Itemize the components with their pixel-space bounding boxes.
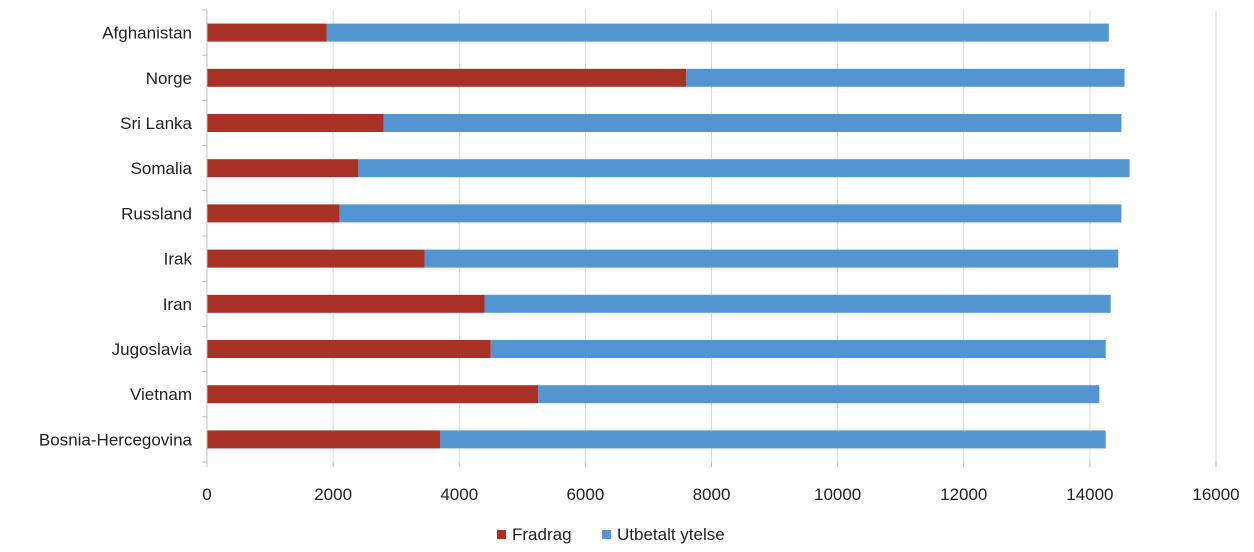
- legend-label-utbetalt-ytelse: Utbetalt ytelse: [617, 525, 725, 544]
- bar-fradrag-sri-lanka: [207, 114, 384, 132]
- bar-utbetalt-ytelse-afghanistan: [326, 23, 1109, 42]
- bar-utbetalt-ytelse-russland: [339, 204, 1122, 223]
- x-tick-label: 4000: [440, 485, 478, 504]
- category-label: Bosnia-Hercegovina: [39, 430, 193, 449]
- legend-label-fradrag: Fradrag: [512, 525, 572, 544]
- bar-utbetalt-ytelse-sri-lanka: [383, 114, 1122, 132]
- axes: [202, 9, 1217, 467]
- bar-fradrag-irak: [207, 249, 425, 268]
- bar-fradrag-vietnam: [207, 385, 539, 404]
- x-tick-label: 12000: [940, 485, 987, 504]
- category-labels: Afghanistan Norge Sri Lanka Somalia Russland…: [39, 24, 193, 450]
- bar-utbetalt-ytelse-bosnia-hercegovina: [440, 430, 1106, 449]
- category-label: Vietnam: [130, 385, 192, 404]
- bar-fradrag-iran: [207, 294, 485, 313]
- bar-fradrag-norge: [207, 68, 687, 87]
- x-tick-label: 2000: [314, 485, 352, 504]
- x-tick-label: 6000: [566, 485, 604, 504]
- x-tick-label: 16000: [1192, 485, 1239, 504]
- category-label: Sri Lanka: [120, 114, 192, 133]
- category-label: Somalia: [131, 159, 193, 178]
- x-tick-label: 0: [202, 485, 211, 504]
- bar-utbetalt-ytelse-vietnam: [538, 385, 1100, 404]
- category-label: Afghanistan: [102, 24, 192, 43]
- legend-swatch-fradrag: [497, 530, 506, 539]
- x-tick-label: 10000: [814, 485, 861, 504]
- x-tick-label: 14000: [1066, 485, 1113, 504]
- legend-swatch-utbetalt-ytelse: [602, 530, 611, 539]
- bar-utbetalt-ytelse-somalia: [358, 159, 1130, 178]
- bar-fradrag-jugoslavia: [207, 340, 491, 358]
- bar-fradrag-somalia: [207, 159, 359, 178]
- bar-fradrag-russland: [207, 204, 340, 223]
- category-label: Russland: [121, 204, 192, 223]
- bar-utbetalt-ytelse-irak: [424, 249, 1119, 268]
- bar-fradrag-bosnia-hercegovina: [207, 430, 441, 449]
- category-label: Irak: [164, 250, 193, 269]
- category-label: Iran: [163, 295, 192, 314]
- bar-utbetalt-ytelse-jugoslavia: [490, 340, 1106, 358]
- legend: Fradrag Utbetalt ytelse: [497, 525, 725, 544]
- category-label: Norge: [146, 69, 192, 88]
- bars: [207, 23, 1130, 449]
- category-label: Jugoslavia: [112, 340, 193, 359]
- bar-utbetalt-ytelse-iran: [484, 294, 1111, 313]
- x-tick-label: 8000: [693, 485, 731, 504]
- bar-utbetalt-ytelse-norge: [686, 68, 1125, 87]
- x-tick-labels: 0 2000 4000 6000 8000 10000 12000 14000 16000: [202, 485, 1239, 504]
- bar-fradrag-afghanistan: [207, 23, 327, 42]
